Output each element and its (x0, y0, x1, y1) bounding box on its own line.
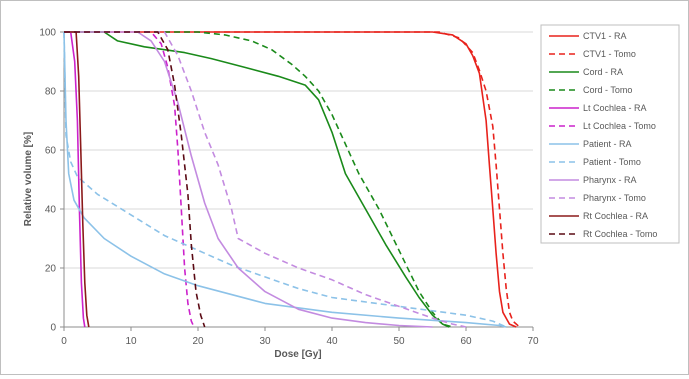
x-axis-title: Dose [Gy] (274, 349, 321, 360)
y-tick-label-40: 40 (45, 205, 57, 216)
legend-label-cord-tomo: Cord - Tomo (583, 85, 632, 95)
series-line-rt-cochlea-tomo (64, 31, 206, 328)
series-line-patient-tomo (63, 31, 507, 328)
axes (60, 31, 534, 331)
series-line-ctv1-tomo (64, 31, 521, 328)
legend-label-cord-ra: Cord - RA (583, 67, 623, 77)
x-tick-label-20: 20 (192, 336, 204, 347)
series-line-rt-cochlea-ra (64, 31, 90, 328)
y-tick-label-20: 20 (45, 264, 57, 275)
legend-box (540, 24, 680, 244)
series-line-lt-cochlea-ra (64, 31, 86, 328)
y-axis-title: Relative volume [%] (23, 132, 34, 226)
legend-label-ctv1-tomo: CTV1 - Tomo (583, 49, 636, 59)
x-tick-label-40: 40 (326, 336, 338, 347)
legend-label-lt-cochlea-ra: Lt Cochlea - RA (583, 103, 647, 113)
legend-label-patient-tomo: Patient - Tomo (583, 157, 641, 167)
series-line-patient-ra (63, 31, 507, 328)
legend-label-pharynx-ra: Pharynx - RA (583, 175, 637, 185)
legend-label-lt-cochlea-tomo: Lt Cochlea - Tomo (583, 121, 656, 131)
tick-labels: 0 20 40 60 80 100 0 10 20 30 40 50 60 70 (39, 28, 539, 348)
legend-label-pharynx-tomo: Pharynx - Tomo (583, 193, 646, 203)
series-line-pharynx-ra (64, 31, 433, 328)
x-tick-label-50: 50 (393, 336, 405, 347)
legend-label-rt-cochlea-ra: Rt Cochlea - RA (583, 211, 648, 221)
gridlines (64, 31, 533, 269)
legend: CTV1 - RA CTV1 - Tomo Cord - RA Cord - Tomo… (540, 24, 680, 244)
x-tick-label-0: 0 (61, 336, 67, 347)
y-tick-label-0: 0 (50, 323, 56, 334)
x-tick-label-10: 10 (125, 336, 137, 347)
series-line-ctv1-ra (64, 31, 517, 328)
series-line-lt-cochlea-tomo (64, 31, 195, 328)
legend-label-ctv1-ra: CTV1 - RA (583, 31, 627, 41)
y-tick-label-60: 60 (45, 146, 57, 157)
x-tick-label-30: 30 (259, 336, 271, 347)
legend-label-patient-ra: Patient - RA (583, 139, 632, 149)
x-tick-label-70: 70 (527, 336, 539, 347)
series-line-cord-tomo (64, 31, 453, 328)
series-lines (63, 31, 521, 328)
series-line-cord-ra (64, 31, 450, 328)
y-tick-label-80: 80 (45, 87, 57, 98)
legend-label-rt-cochlea-tomo: Rt Cochlea - Tomo (583, 229, 657, 239)
x-tick-label-60: 60 (460, 336, 472, 347)
series-line-pharynx-tomo (64, 31, 467, 328)
y-tick-label-100: 100 (39, 28, 56, 39)
